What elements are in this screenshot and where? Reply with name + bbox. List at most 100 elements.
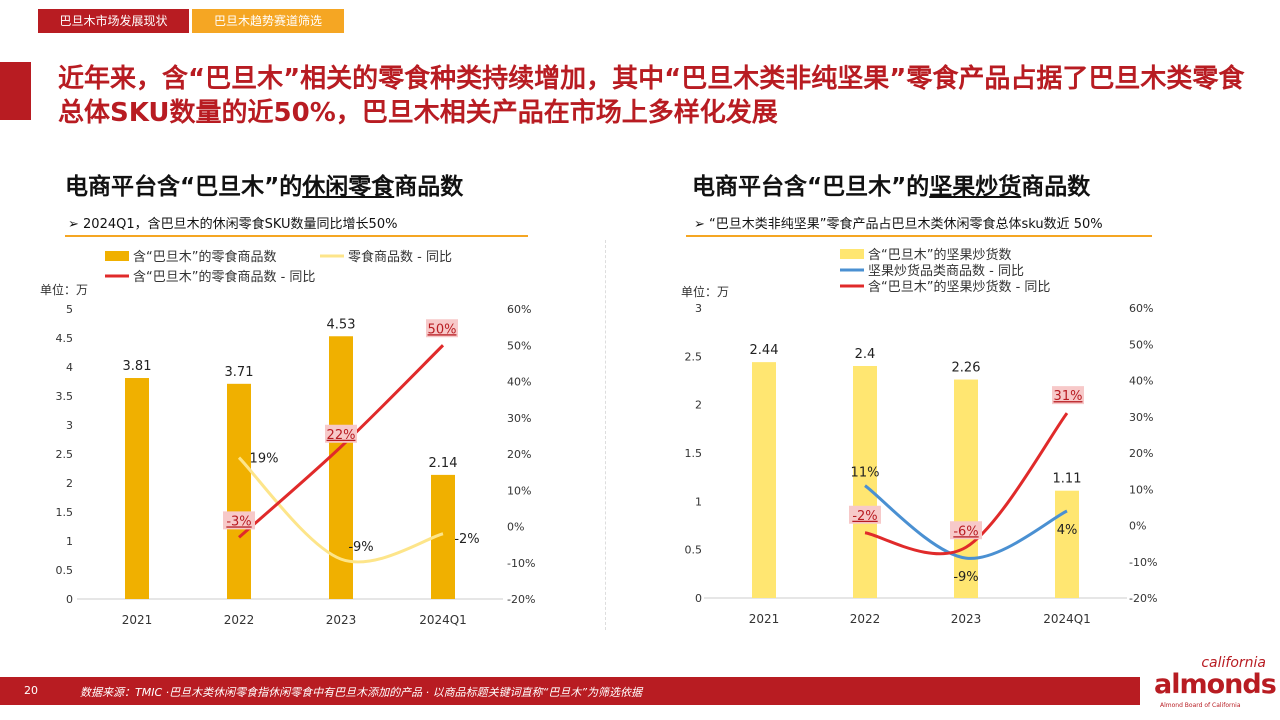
y2-tick-label: 40% bbox=[1129, 375, 1153, 388]
bar-value-label: 1.11 bbox=[1053, 472, 1082, 487]
line-value-label: -3% bbox=[226, 514, 251, 529]
y-tick-label: 2 bbox=[66, 477, 73, 490]
line-label-bg bbox=[426, 319, 458, 338]
y2-tick-label: 0% bbox=[507, 521, 524, 534]
page-headline: 近年来，含“巴旦木”相关的零食种类持续增加，其中“巴旦木类非纯坚果”零食产品占据… bbox=[58, 64, 1245, 128]
y-tick-label: 3 bbox=[695, 302, 702, 315]
series-line bbox=[864, 484, 1068, 560]
legend-label: 含“巴旦木”的坚果炒货数 bbox=[868, 247, 1011, 263]
bar-value-label: 2.44 bbox=[750, 343, 779, 358]
y-tick-label: 1.5 bbox=[56, 506, 74, 519]
bar bbox=[125, 378, 149, 599]
y-tick-label: 4 bbox=[66, 361, 73, 374]
line-label-bg bbox=[1052, 386, 1084, 405]
y-tick-label: 0 bbox=[66, 593, 73, 606]
series-line bbox=[237, 456, 444, 564]
legend-label: 含“巴旦木”的零食商品数 bbox=[133, 249, 276, 265]
y2-tick-label: 60% bbox=[1129, 302, 1153, 315]
unit-label: 单位：万 bbox=[40, 282, 88, 297]
line-label-bg bbox=[849, 505, 881, 524]
y-tick-label: 1.5 bbox=[685, 447, 703, 460]
y-tick-label: 0.5 bbox=[685, 544, 703, 557]
left-title-pre: 电商平台含“巴旦木”的 bbox=[65, 174, 303, 200]
y2-tick-label: 50% bbox=[1129, 338, 1153, 351]
chart-divider bbox=[605, 240, 606, 630]
data-source-note: 数据来源：TMIC ·巴旦木类休闲零食指休闲零食中有巴旦木添加的产品 · 以商品… bbox=[80, 686, 643, 699]
line-value-label: -9% bbox=[953, 570, 978, 585]
y2-tick-label: 20% bbox=[1129, 447, 1153, 460]
line-value-label: 31% bbox=[1054, 389, 1083, 404]
bar-value-label: 4.53 bbox=[327, 317, 356, 332]
y-tick-label: 2.5 bbox=[56, 448, 74, 461]
line-value-label: 11% bbox=[851, 466, 880, 481]
y2-tick-label: -10% bbox=[1129, 556, 1157, 569]
bar-value-label: 2.4 bbox=[855, 347, 876, 362]
right-title-pre: 电商平台含“巴旦木”的 bbox=[692, 174, 930, 200]
line-value-label: -2% bbox=[852, 509, 877, 524]
bar bbox=[752, 362, 776, 598]
almonds-logo: california almonds Almond Board of Calif… bbox=[1150, 655, 1277, 715]
left-title-underlined: 休闲零食 bbox=[302, 174, 395, 200]
y-tick-label: 1 bbox=[66, 535, 73, 548]
y-tick-label: 0 bbox=[695, 592, 702, 605]
logo-sub-text: Almond Board of California bbox=[1160, 702, 1241, 709]
line-label-bg bbox=[325, 424, 357, 443]
y2-tick-label: 30% bbox=[1129, 411, 1153, 424]
tab-trend-screening[interactable]: 巴旦木趋势赛道筛选 bbox=[192, 9, 344, 33]
series-line bbox=[238, 344, 445, 539]
line-value-label: -9% bbox=[348, 540, 373, 555]
bar bbox=[227, 383, 251, 599]
tab-market-status[interactable]: 巴旦木市场发展现状 bbox=[38, 9, 189, 33]
y-tick-label: 2 bbox=[695, 399, 702, 412]
legend-label: 坚果炒货品类商品数 - 同比 bbox=[868, 263, 1024, 279]
y2-tick-label: -20% bbox=[1129, 592, 1157, 605]
x-tick-label: 2021 bbox=[749, 612, 780, 626]
unit-label: 单位：万 bbox=[681, 284, 729, 299]
y2-tick-label: 10% bbox=[507, 484, 531, 497]
y2-tick-label: 50% bbox=[507, 339, 531, 352]
y2-tick-label: 40% bbox=[507, 376, 531, 389]
x-tick-label: 2022 bbox=[850, 612, 881, 626]
right-chart-title: 电商平台含“巴旦木”的坚果炒货商品数 bbox=[692, 167, 1090, 201]
right-note-underline bbox=[686, 235, 1152, 237]
y-tick-label: 5 bbox=[66, 303, 73, 316]
line-value-label: 4% bbox=[1057, 523, 1078, 538]
y2-tick-label: -10% bbox=[507, 557, 535, 570]
left-title-post: 商品数 bbox=[394, 174, 464, 200]
y-tick-label: 2.5 bbox=[685, 350, 703, 363]
logo-top-text: california bbox=[1201, 655, 1266, 671]
line-label-bg bbox=[950, 521, 982, 540]
x-tick-label: 2021 bbox=[122, 613, 153, 627]
x-tick-label: 2022 bbox=[224, 613, 255, 627]
bar-value-label: 3.81 bbox=[123, 359, 152, 374]
legend-label: 含“巴旦木”的零食商品数 - 同比 bbox=[133, 269, 315, 285]
y2-tick-label: 20% bbox=[507, 448, 531, 461]
legend-swatch bbox=[840, 249, 864, 259]
y2-tick-label: 0% bbox=[1129, 520, 1146, 533]
y2-tick-label: 10% bbox=[1129, 483, 1153, 496]
y2-tick-label: 60% bbox=[507, 303, 531, 316]
line-value-label: 22% bbox=[327, 428, 356, 443]
legend-label: 零食商品数 - 同比 bbox=[348, 249, 452, 265]
bar-value-label: 2.26 bbox=[952, 361, 981, 376]
left-chart-note: ➢ 2024Q1，含巴旦木的休闲零食SKU数量同比增长50% bbox=[68, 217, 398, 232]
title-accent-bar bbox=[0, 62, 31, 120]
y2-tick-label: 30% bbox=[507, 412, 531, 425]
bar bbox=[954, 379, 978, 598]
y-tick-label: 1 bbox=[695, 495, 702, 508]
bar bbox=[1055, 490, 1079, 598]
bar-value-label: 3.71 bbox=[225, 365, 254, 380]
right-title-underlined: 坚果炒货 bbox=[929, 174, 1022, 200]
series-line bbox=[864, 412, 1069, 556]
x-tick-label: 2023 bbox=[951, 612, 982, 626]
line-value-label: 19% bbox=[250, 452, 279, 467]
left-chart-title: 电商平台含“巴旦木”的休闲零食商品数 bbox=[65, 167, 463, 201]
bar bbox=[853, 366, 877, 598]
line-label-bg bbox=[223, 511, 255, 530]
y-tick-label: 3 bbox=[66, 419, 73, 432]
y-tick-label: 4.5 bbox=[56, 332, 74, 345]
line-value-label: -6% bbox=[953, 524, 978, 539]
right-chart-note: ➢ “巴旦木类非纯坚果”零食产品占巴旦木类休闲零食总体sku数近 50% bbox=[694, 217, 1103, 232]
x-tick-label: 2023 bbox=[326, 613, 357, 627]
